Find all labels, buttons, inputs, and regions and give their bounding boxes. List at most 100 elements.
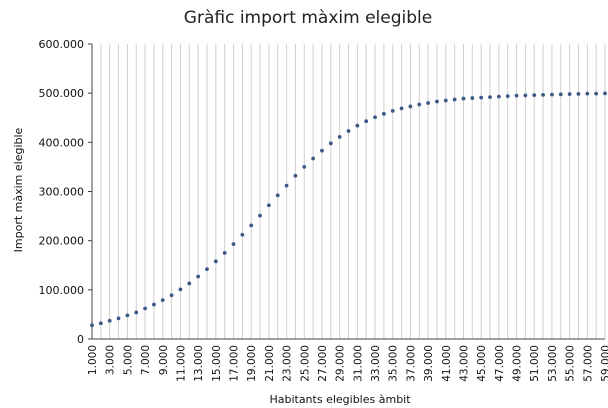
- data-point: [249, 223, 254, 228]
- data-point: [523, 93, 528, 98]
- data-point: [603, 91, 607, 96]
- gridlines: [91, 44, 606, 339]
- data-point: [452, 97, 457, 102]
- data-point: [408, 104, 413, 109]
- data-point: [328, 141, 333, 146]
- data-point: [160, 298, 165, 303]
- y-axis-label: Import màxim elegible: [12, 127, 25, 252]
- x-tick-label: 43.000: [458, 345, 470, 382]
- x-tick-label: 41.000: [441, 345, 453, 382]
- x-tick-label: 27.000: [317, 345, 329, 382]
- data-point: [196, 274, 201, 279]
- x-tick-label: 25.000: [299, 345, 311, 382]
- x-tick-label: 3.000: [105, 345, 117, 375]
- x-tick-label: 31.000: [352, 345, 364, 382]
- data-point: [213, 259, 218, 264]
- x-tick-label: 19.000: [246, 345, 258, 382]
- data-point: [505, 94, 510, 99]
- x-tick-label: 29.000: [335, 345, 347, 382]
- data-point: [373, 115, 377, 120]
- data-point: [275, 193, 280, 198]
- x-tick-label: 45.000: [476, 345, 488, 382]
- data-point: [205, 267, 209, 272]
- y-tick-label: 100.000: [39, 284, 85, 297]
- data-point: [134, 310, 139, 315]
- data-point: [284, 183, 289, 188]
- data-point: [399, 106, 404, 111]
- y-tick-label: 200.000: [39, 235, 85, 248]
- data-point: [152, 302, 156, 307]
- y-tick-label: 0: [77, 333, 84, 346]
- x-tick-label: 21.000: [264, 345, 276, 382]
- x-tick-label: 47.000: [494, 345, 506, 382]
- data-point: [240, 232, 245, 237]
- data-point: [390, 108, 395, 113]
- data-point: [337, 135, 342, 139]
- data-point: [107, 318, 112, 323]
- data-point: [116, 316, 121, 321]
- x-tick-label: 57.000: [582, 345, 594, 382]
- data-point: [258, 213, 262, 218]
- data-point: [470, 96, 475, 100]
- x-axis-ticks: 1.000 3.000 5.000 7.000 9.000 11.000 13.000 15.…: [87, 345, 608, 382]
- data-point: [355, 123, 360, 128]
- data-point: [567, 92, 572, 97]
- data-point: [417, 102, 422, 107]
- y-tick-label: 400.000: [39, 136, 85, 149]
- x-tick-label: 9.000: [158, 345, 170, 375]
- data-point: [346, 129, 351, 133]
- data-point: [187, 281, 192, 286]
- data-point: [514, 93, 519, 98]
- x-tick-label: 11.000: [175, 345, 187, 382]
- y-axis-ticks: 0 100.000 200.000 300.000 400.000 500.000 600.…: [39, 38, 92, 346]
- data-point: [98, 321, 103, 326]
- data-point: [266, 203, 271, 208]
- data-point: [169, 293, 174, 298]
- x-tick-label: 55.000: [565, 345, 577, 382]
- x-tick-label: 59.000: [600, 345, 608, 382]
- data-series: [90, 91, 607, 328]
- x-tick-label: 15.000: [211, 345, 223, 382]
- x-tick-label: 49.000: [512, 345, 524, 382]
- data-point: [496, 94, 501, 99]
- y-tick-label: 500.000: [39, 87, 85, 100]
- x-tick-label: 23.000: [282, 345, 294, 382]
- y-tick-label: 600.000: [39, 38, 85, 51]
- data-point: [594, 91, 599, 96]
- data-point: [479, 95, 484, 100]
- y-tick-label: 300.000: [39, 186, 85, 199]
- data-point: [461, 96, 466, 101]
- data-point: [320, 148, 324, 153]
- data-point: [550, 92, 554, 97]
- data-point: [558, 92, 563, 97]
- data-point: [143, 306, 147, 311]
- x-tick-label: 39.000: [423, 345, 435, 382]
- x-tick-label: 13.000: [193, 345, 205, 382]
- chart-title: Gràfic import màxim elegible: [184, 8, 432, 28]
- x-tick-label: 53.000: [547, 345, 559, 382]
- data-point: [381, 111, 386, 116]
- x-tick-label: 5.000: [122, 345, 134, 375]
- data-point: [585, 91, 590, 96]
- data-point: [364, 119, 369, 124]
- x-tick-label: 7.000: [140, 345, 152, 375]
- data-point: [125, 313, 130, 318]
- x-tick-label: 17.000: [229, 345, 241, 382]
- x-tick-label: 35.000: [388, 345, 400, 382]
- data-point: [222, 251, 227, 255]
- data-point: [293, 173, 298, 178]
- x-tick-label: 51.000: [529, 345, 541, 382]
- data-point: [90, 323, 94, 328]
- data-point: [576, 92, 581, 96]
- data-point: [532, 93, 537, 98]
- x-axis-label: Habitants elegibles àmbit: [269, 393, 411, 406]
- data-point: [302, 165, 307, 169]
- data-point: [541, 92, 545, 97]
- data-point: [311, 156, 316, 161]
- data-point: [488, 95, 492, 99]
- data-point: [426, 101, 431, 105]
- x-tick-label: 37.000: [405, 345, 417, 382]
- data-point: [178, 287, 183, 292]
